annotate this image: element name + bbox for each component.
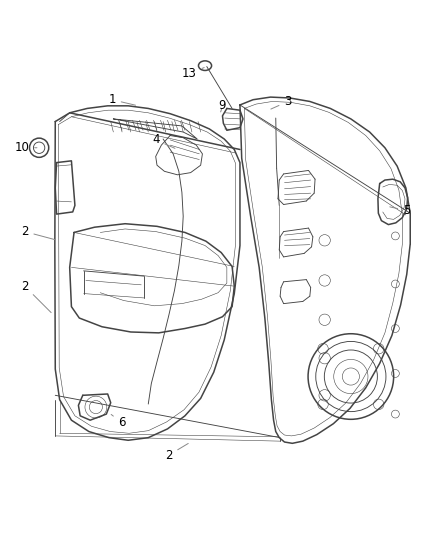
Text: 4: 4 [152, 133, 175, 148]
Text: 13: 13 [182, 67, 204, 80]
Text: 1: 1 [108, 93, 135, 106]
Text: 5: 5 [390, 204, 410, 217]
Text: 2: 2 [21, 280, 51, 312]
Text: 6: 6 [111, 415, 126, 429]
Text: 9: 9 [219, 99, 226, 112]
Text: 2: 2 [165, 443, 188, 462]
Text: 3: 3 [271, 95, 292, 109]
Text: 2: 2 [21, 225, 55, 240]
Text: 10: 10 [14, 141, 37, 154]
